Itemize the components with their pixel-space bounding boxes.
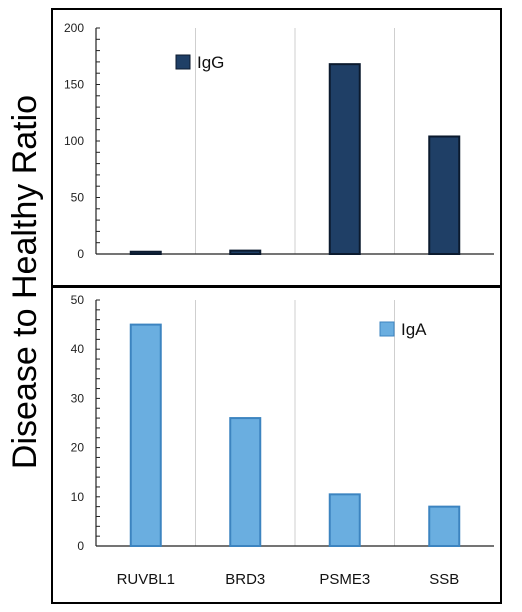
igg-y-tick-label: 0 (77, 247, 84, 261)
category-label-brd3: BRD3 (225, 571, 265, 588)
igg-legend-swatch (175, 54, 191, 70)
igg-legend-label: IgG (197, 53, 224, 72)
iga-y-tick-label: 20 (71, 441, 85, 455)
igg-bar-ssb (428, 135, 461, 255)
igg-bar-psme3 (328, 63, 361, 255)
iga-legend-label: IgA (401, 320, 427, 339)
igg-y-tick-label: 150 (64, 78, 84, 92)
igg-y-tick-label: 200 (64, 21, 84, 35)
category-label-ssb: SSB (429, 571, 459, 588)
iga-bar-psme3 (328, 493, 361, 547)
iga-y-tick-label: 50 (71, 293, 85, 307)
category-label-psme3: PSME3 (319, 571, 370, 588)
iga-bar-brd3 (229, 417, 262, 547)
iga-legend-swatch (379, 321, 395, 337)
category-label-ruvbl1: RUVBL1 (117, 571, 175, 588)
iga-y-tick-label: 40 (71, 342, 85, 356)
igg-bar-ruvbl1 (129, 250, 162, 256)
iga-y-tick-label: 30 (71, 391, 85, 405)
igg-y-tick-label: 50 (71, 191, 85, 205)
y-axis-title: Disease to Healthy Ratio (6, 95, 44, 469)
igg-y-tick-label: 100 (64, 134, 84, 148)
iga-panel-frame (51, 286, 502, 604)
iga-y-tick-label: 10 (71, 490, 85, 504)
iga-y-tick-label: 0 (77, 539, 84, 553)
y-axis-title-svg: Disease to Healthy Ratio (6, 95, 44, 469)
iga-bar-ssb (428, 505, 461, 548)
iga-bar-ruvbl1 (129, 323, 162, 547)
igg-bar-brd3 (229, 249, 262, 256)
